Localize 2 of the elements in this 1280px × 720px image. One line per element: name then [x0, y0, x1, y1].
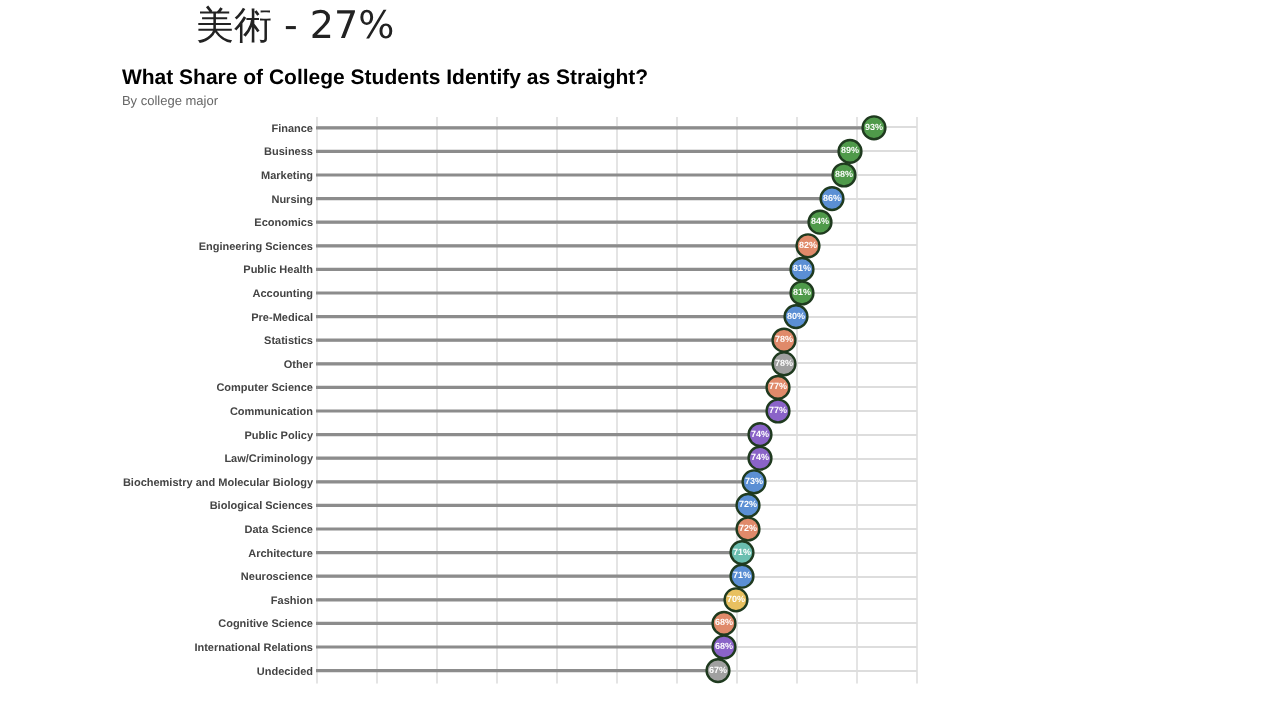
text: What Share of College Students Identify as Straight?	[121, 65, 649, 90]
text: 美術 - 27%	[196, 4, 395, 48]
